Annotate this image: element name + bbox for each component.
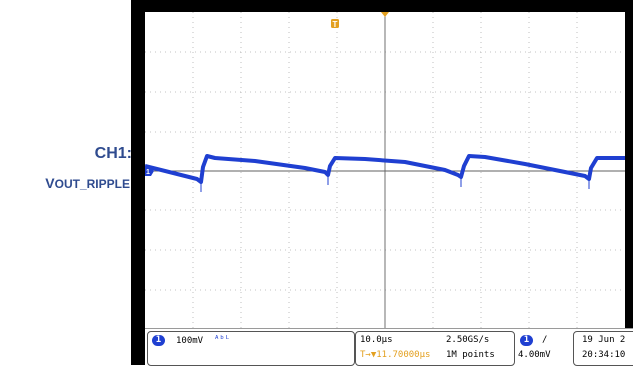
signal-name-label: VOUT_RIPPLE (10, 175, 130, 191)
record-length: 1M points (446, 350, 495, 360)
channel-badge: 1 (152, 335, 165, 346)
trigger-delay: T→▼11.70000µs (360, 350, 431, 360)
timebase-readout[interactable]: 10.0µs T→▼11.70000µs 2.50GS/s 1M points (355, 331, 515, 366)
sample-rate: 2.50GS/s (446, 335, 490, 345)
signal-name-first-letter: V (45, 175, 55, 191)
trigger-level: 4.00mV (518, 350, 551, 360)
channel-settings-readout[interactable]: 1 100mV ᴬᵇᴸ (147, 331, 355, 366)
waveform-plot: T 1 (145, 12, 625, 330)
bandwidth-limit-icon: ᴬᵇᴸ (214, 335, 231, 345)
datetime-readout: 19 Jun 2 20:34:10 (573, 331, 633, 366)
graticule-center-axes (145, 12, 625, 330)
time: 20:34:10 (582, 350, 626, 360)
volts-per-div: 100mV (176, 336, 204, 346)
trigger-slope-icon: / (542, 335, 548, 345)
channel-label: CH1: (94, 145, 132, 162)
waveform-screen: T 1 (145, 12, 625, 330)
trigger-readout[interactable]: 1 / 4.00mV (515, 331, 569, 366)
ripple-waveform (145, 154, 625, 184)
trigger-channel-badge: 1 (520, 335, 533, 346)
time-per-div: 10.0µs (360, 335, 393, 345)
trigger-point-marker (381, 12, 389, 17)
svg-text:T: T (333, 20, 338, 29)
status-bar: 1 100mV ᴬᵇᴸ 10.0µs T→▼11.70000µs 2.50GS/… (145, 328, 633, 366)
trigger-position-marker: T (331, 19, 339, 29)
svg-text:1: 1 (146, 169, 150, 176)
date: 19 Jun 2 (582, 335, 626, 345)
signal-name-subscript: OUT_RIPPLE (54, 177, 130, 191)
oscilloscope-display: T 1 1 100mV ᴬᵇᴸ 10.0µs T→▼11.70000µs 2.5… (131, 0, 633, 366)
channel-1-ground-marker: 1 (145, 166, 154, 176)
